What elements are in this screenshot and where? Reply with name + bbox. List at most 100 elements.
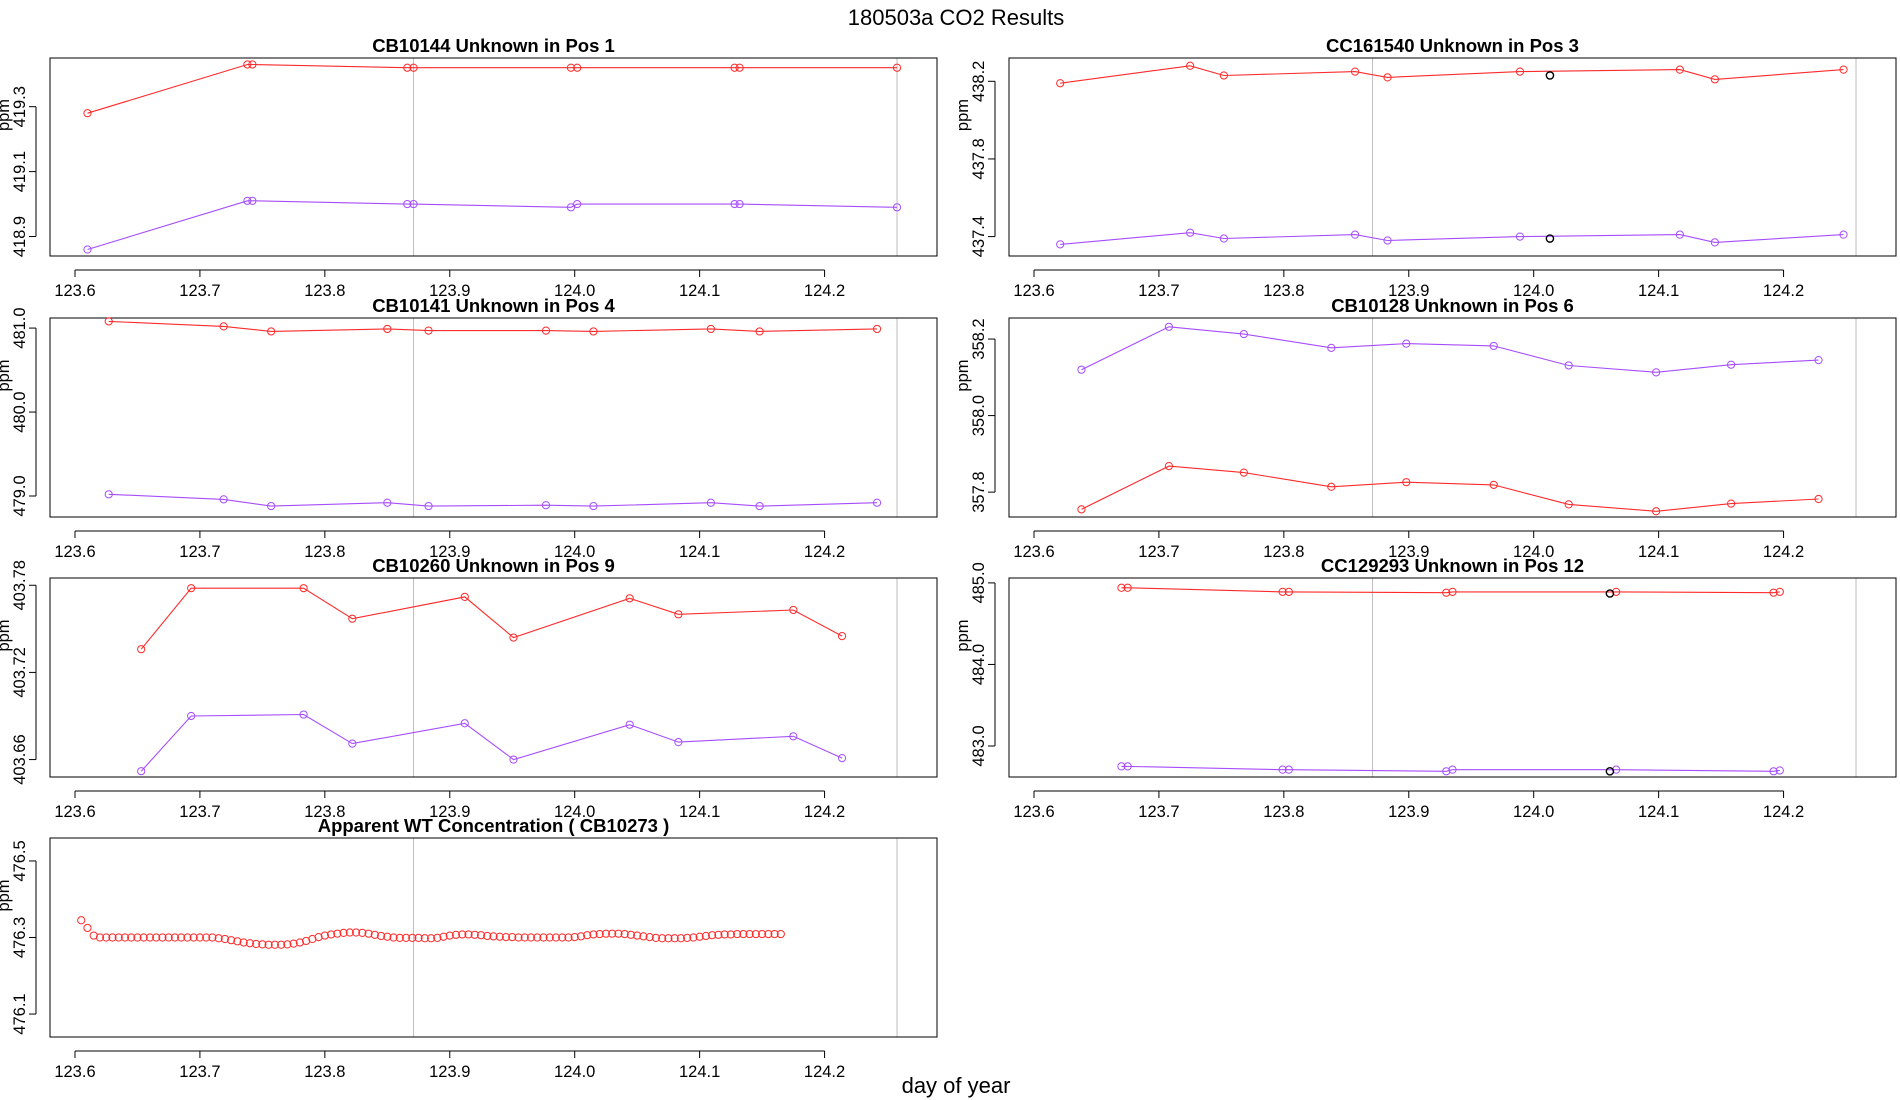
series-1-point [258,940,267,949]
y-tick-label: 480.0 [11,391,29,432]
chart-panel-3: CB10141 Unknown in Pos 4 123.6 123.7 123.8 1… [0,295,938,561]
x-tick-label: 124.2 [1763,803,1804,821]
series-1-point [164,933,173,942]
series-1-point [395,933,404,942]
x-tick-label: 123.7 [179,803,220,821]
series-2-point [403,199,412,209]
series-1-point [208,933,217,942]
series-2-point [1839,230,1848,239]
series-1-point [1077,505,1086,514]
series-1-point [195,933,205,942]
series-1-point [133,933,142,942]
series-1-point [252,939,261,949]
series-1-point [1284,587,1293,596]
x-tick-label: 124.2 [804,1063,845,1081]
y-axis-title: ppm [0,99,13,131]
x-tick-label: 124.1 [1638,543,1679,561]
series-2-point [460,719,469,728]
y-tick-label: 403.78 [11,560,29,610]
series-1-point [589,327,598,336]
series-1-line [1081,465,1819,512]
series-2-point [1164,322,1174,331]
series-2-point [1769,767,1778,776]
series-1-point [564,933,573,942]
series-1-point [370,930,379,939]
series-2-point [541,501,551,510]
series-1-point [248,60,257,69]
series-1-point [1383,73,1392,82]
panel-title: CB10141 Unknown in Pos 4 [372,295,615,316]
series-1-point [308,934,317,944]
series-1-point [526,933,536,942]
series-1-point [1726,499,1736,508]
series-1-point [137,645,146,654]
panel-title: CC129293 Unknown in Pos 12 [1321,555,1584,576]
x-tick-label: 124.0 [554,1063,595,1081]
series-1-point [708,931,717,940]
series-2-point [137,767,146,776]
chart-panel-5: CB10260 Unknown in Pos 9 123.6 123.7 123.8 1… [0,555,938,821]
x-tick-label: 123.7 [179,1063,220,1081]
y-axis-title: ppm [954,359,972,391]
series-2-line [108,493,878,507]
series-1-point [566,63,576,72]
series-1-point [326,930,336,939]
y-tick-label: 437.8 [970,138,988,179]
series-1-point [601,929,611,938]
series-1-point [1675,65,1684,74]
x-tick-label: 123.8 [304,803,345,821]
series-2-point [383,498,392,507]
series-2-point [243,196,252,205]
series-1-point [348,614,357,623]
series-2-point [267,501,276,511]
series-2-point [706,498,715,507]
series-1-point [583,931,592,940]
y-axis-title: ppm [0,619,13,651]
flagged-point [1545,71,1555,80]
y-tick-label: 418.9 [11,216,29,257]
panel-title: CC161540 Unknown in Pos 3 [1326,35,1579,56]
series-1-point [219,322,228,331]
series-1-point [872,324,882,334]
series-1-point [533,933,542,942]
series-1-point [83,923,92,933]
series-2-point [424,501,433,511]
y-tick-label: 358.0 [970,395,988,436]
series-1-point [495,932,504,941]
x-tick-label: 123.7 [1138,282,1179,300]
series-1-point [620,929,629,939]
series-1-point [1278,587,1287,596]
series-2-point [1675,230,1684,239]
flagged-point [1545,234,1555,243]
series-1-point [764,929,773,939]
series-1-point [695,932,704,941]
chart-panel-6: CC129293 Unknown in Pos 12 123.6 123.7 123.… [954,555,1897,821]
series-1-point [1489,480,1498,489]
series-1-point [514,933,523,942]
series-1-point [187,584,196,593]
series-1-point [339,928,348,938]
y-tick-label: 358.2 [970,318,988,359]
series-2-point [872,498,882,507]
series-2-point [1448,765,1457,774]
series-1-point [1402,478,1411,487]
series-1-point [745,929,754,939]
x-tick-label: 124.1 [679,803,720,821]
series-2-point [1284,765,1293,774]
x-tick-label: 123.8 [304,1063,345,1081]
x-tick-label: 124.0 [1513,282,1554,300]
x-tick-label: 124.0 [1513,543,1554,561]
y-tick-label: 419.3 [11,86,29,127]
series-2-point [1239,329,1248,339]
series-2-point [837,754,847,763]
series-2-line [1060,232,1844,245]
x-tick-label: 124.2 [804,543,845,561]
series-2-point [1814,355,1823,365]
series-1-point [1164,462,1174,471]
series-2-point [1402,339,1411,348]
series-1-point [127,933,136,942]
series-2-point [1775,766,1784,775]
chart-panel-4: CB10128 Unknown in Pos 6 123.6 123.7 123.8 1… [954,295,1897,561]
series-1-point [1117,583,1126,592]
